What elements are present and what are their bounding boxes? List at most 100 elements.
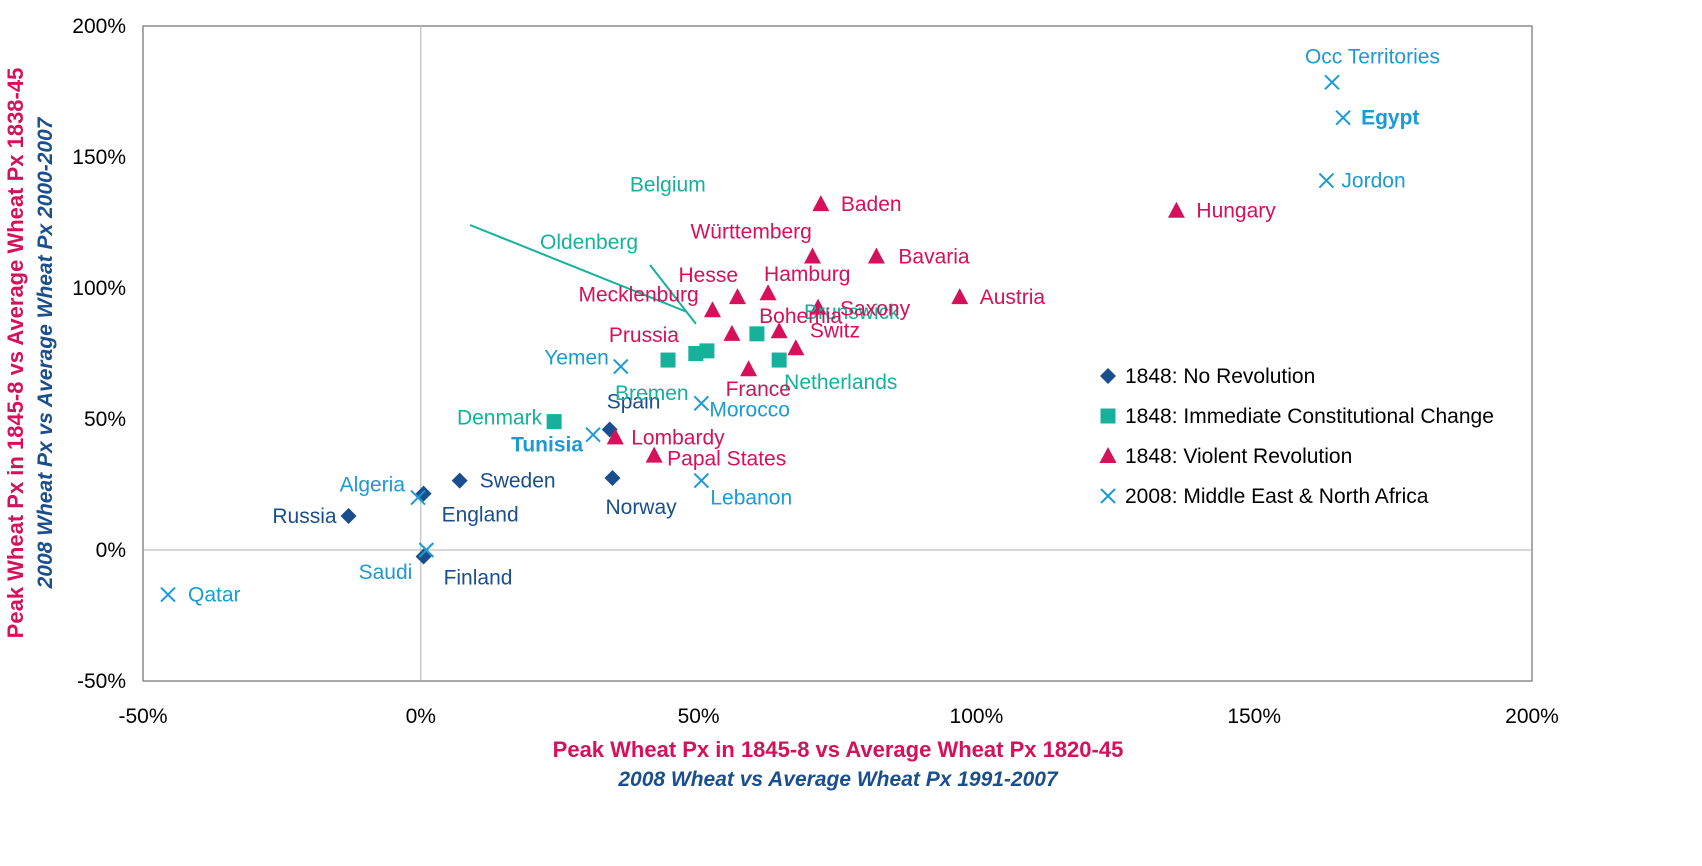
y-tick-label: 150% [72, 146, 126, 169]
x-tick-label: 100% [950, 705, 1004, 728]
point-label-switz: Switz [810, 319, 860, 342]
point-france [740, 360, 758, 377]
point-label-bavaria: Bavaria [898, 246, 970, 269]
point-oldenberg [699, 343, 715, 359]
point-bohemia [770, 322, 788, 339]
point-label-occ-territories: Occ Territories [1305, 45, 1440, 68]
point-switz [787, 339, 805, 356]
y-tick-label: 100% [72, 277, 126, 300]
point-sweden [451, 472, 468, 489]
zero-lines [143, 26, 1532, 681]
point-bremen [660, 352, 676, 368]
point-label-spain: Spain [607, 390, 661, 413]
plot-area-border [142, 25, 1533, 682]
point-label-egypt: Egypt [1361, 107, 1419, 130]
point-label-jordon: Jordon [1341, 170, 1405, 193]
point-algeria [410, 489, 426, 506]
x-axis-title-secondary: 2008 Wheat vs Average Wheat Px 1991-2007 [617, 768, 1059, 791]
point-tunisia [585, 427, 601, 443]
point-label-lebanon: Lebanon [710, 487, 792, 510]
belgium-leader-line [469, 224, 687, 313]
legend-label-1848-immediate-constitutional-change: 1848: Immediate Constitutional Change [1125, 405, 1494, 428]
legend-marker-1848-immediate-constitutional-change [1100, 408, 1116, 424]
oldenberg-leader-line [649, 264, 697, 325]
point-label-prussia: Prussia [609, 324, 679, 347]
x-tick-label: -50% [118, 705, 167, 728]
point-label-netherlands: Netherlands [784, 371, 897, 394]
point-label-austria: Austria [980, 286, 1046, 309]
point-saxony [809, 298, 827, 315]
y-tick-label: 0% [96, 539, 126, 562]
point-labels: Russia England Finland Sweden Spain Norway Den… [188, 45, 1440, 606]
point-england [415, 485, 432, 502]
point-label-saudi: Saudi [359, 561, 413, 584]
y-axis-title: Peak Wheat Px in 1845-8 vs Average Wheat… [3, 68, 28, 639]
legend-label-1848-no-revolution: 1848: No Revolution [1125, 365, 1315, 388]
point-label-finland: Finland [444, 567, 513, 590]
point-label-yemen: Yemen [544, 347, 609, 370]
point-label-morocco: Morocco [709, 398, 790, 421]
point-qatar [160, 586, 176, 603]
point-label-tunisia: Tunisia [511, 434, 583, 457]
point-label-baden: Baden [841, 193, 902, 216]
point-netherlands [771, 352, 787, 368]
point-label-brunswick: Brunswick [804, 301, 900, 324]
legend-label-2008-middle-east-north-africa: 2008: Middle East & North Africa [1125, 485, 1429, 508]
point-finland [415, 548, 432, 565]
point-label-denmark: Denmark [457, 407, 543, 430]
point-hungary [1167, 201, 1185, 218]
x-tick-label: 50% [678, 705, 720, 728]
legend-marker-1848-violent-revolution [1099, 447, 1117, 463]
y-tick-label: 50% [84, 408, 126, 431]
point-russia [340, 507, 357, 524]
point-label-bohemia: Bohemia [759, 305, 842, 328]
point-label-oldenberg: Oldenberg [540, 231, 638, 254]
point-label-england: England [442, 504, 519, 527]
legend-label-1848-violent-revolution: 1848: Violent Revolution [1125, 445, 1352, 468]
x-axis-title: Peak Wheat Px in 1845-8 vs Average Wheat… [553, 737, 1124, 762]
point-label-belgium: Belgium [630, 174, 706, 197]
point-denmark [546, 414, 562, 430]
point-baden [812, 195, 830, 212]
point-label-russia: Russia [272, 505, 337, 528]
x-axis-ticks: -50% 0% 50% 100% 150% 200% [118, 705, 1558, 728]
point-bavaria [867, 247, 885, 264]
point-hesse [728, 288, 746, 305]
point-label-norway: Norway [605, 496, 677, 519]
x-tick-label: 200% [1505, 705, 1559, 728]
data-points [160, 74, 1351, 603]
point-label-papal-states: Papal States [667, 448, 786, 471]
point-hamburg [759, 284, 777, 301]
point-yemen [613, 358, 629, 375]
legend-marker-2008-middle-east-north-africa [1100, 488, 1116, 504]
y-tick-label: -50% [77, 670, 126, 693]
point-saudi [418, 542, 435, 558]
y-tick-label: 200% [72, 15, 126, 38]
point-lombardy [606, 428, 624, 445]
y-axis-title-secondary: 2008 Wheat Px vs Average Wheat Px 2000-2… [34, 116, 57, 589]
point-label-qatar: Qatar [188, 584, 241, 607]
point-label-mecklenburg: Mecklenburg [578, 283, 698, 306]
point-lebanon [693, 472, 710, 489]
label-connectors [469, 224, 697, 325]
point-label-algeria: Algeria [340, 474, 406, 497]
point-norway [604, 469, 621, 486]
point-label-france: France [726, 378, 791, 401]
point-label-sweden: Sweden [480, 470, 556, 493]
point-label-hesse: Hesse [678, 264, 738, 287]
y-axis-ticks: -50% 0% 50% 100% 150% 200% [72, 15, 126, 693]
point-w-rttemberg [803, 247, 821, 264]
point-label-w-rttemberg: Württemberg [690, 221, 811, 244]
point-label-bremen: Bremen [615, 382, 689, 405]
point-label-saxony: Saxony [840, 298, 911, 321]
point-austria [951, 288, 969, 305]
legend: 1848: No Revolution 1848: Immediate Const… [1099, 365, 1494, 508]
point-prussia [723, 324, 741, 341]
point-egypt [1335, 109, 1351, 126]
point-jordon [1318, 172, 1335, 189]
x-tick-label: 0% [406, 705, 436, 728]
point-brunswick [749, 326, 765, 342]
x-tick-label: 150% [1227, 705, 1281, 728]
legend-marker-1848-no-revolution [1100, 368, 1116, 384]
